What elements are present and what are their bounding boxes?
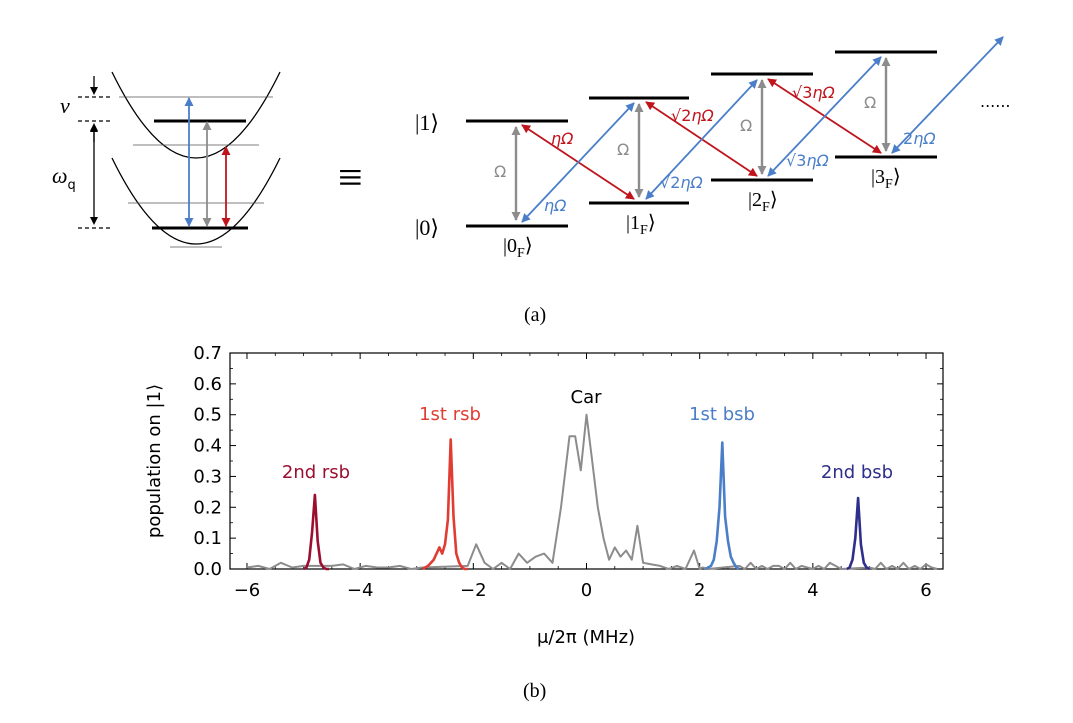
series-1st-rsb (421, 438, 468, 571)
carrier-label-0: Ω (494, 162, 506, 181)
red-eta-label-0: ηΩ (551, 129, 574, 148)
x-tick-label: −6 (234, 580, 261, 601)
omega-q-label: ωq (52, 163, 76, 193)
lower-potential-well (111, 157, 281, 245)
blue-eta-label-1: √2ηΩ (660, 173, 704, 192)
panel-a: ν ωq ≡ |1⟩ |0⟩ |0F⟩ |1F⟩ |2F⟩ |3F⟩ (52, 36, 1011, 326)
red-eta-labels: ηΩ √2ηΩ √3ηΩ (551, 83, 836, 148)
ellipsis: ...... (980, 92, 1011, 111)
x-tick-label: −4 (347, 580, 374, 601)
y-tick-label: 0.4 (193, 436, 222, 457)
series-1st-bsb (704, 441, 740, 571)
fock-label-1: |1F⟩ (626, 212, 656, 238)
y-tick-label: 0.0 (193, 559, 222, 580)
fock-labels: |0F⟩ |1F⟩ |2F⟩ |3F⟩ (503, 166, 901, 261)
peak-label-2nd-bsb: 2nd bsb (821, 462, 893, 483)
fock-label-3: |3F⟩ (871, 166, 901, 192)
equivalence-symbol: ≡ (338, 153, 363, 202)
carrier-label-1: Ω (617, 140, 629, 159)
series (246, 413, 938, 571)
potential-wells (111, 71, 281, 248)
blue-arrow-1 (645, 79, 758, 200)
panel-b-plot: −6 −4 −2 0 2 4 6 0.0 0.1 0.2 0.3 0.4 0.5 0.6 0.7 2nd r… (144, 343, 944, 702)
blue-eta-labels: ηΩ √2ηΩ √3ηΩ 2ηΩ (544, 129, 936, 215)
y-tick-label: 0.7 (193, 343, 222, 364)
red-eta-label-1: √2ηΩ (671, 106, 715, 125)
blue-eta-label-3: 2ηΩ (903, 129, 936, 148)
plot-frame (229, 352, 944, 570)
series-2nd-rsb (302, 493, 329, 571)
x-tick-label: 6 (920, 580, 931, 601)
carrier-label-2: Ω (740, 116, 752, 135)
x-tick-label: 2 (694, 580, 705, 601)
blue-arrow-0 (521, 102, 635, 223)
blue-eta-label-0: ηΩ (544, 196, 567, 215)
peak-label-1st-bsb: 1st bsb (689, 404, 755, 425)
ket-0-label: |0⟩ (415, 215, 439, 240)
peak-label-car: Car (571, 387, 603, 408)
x-axis-label: μ/2π (MHz) (537, 627, 635, 648)
blue-arrow-3 (891, 36, 1004, 154)
carrier-label-3: Ω (864, 93, 876, 112)
peak-label-1st-rsb: 1st rsb (419, 404, 481, 425)
series-car (246, 413, 938, 570)
peak-label-2nd-rsb: 2nd rsb (282, 462, 350, 483)
x-tick-label: 4 (807, 580, 818, 601)
fock-label-0: |0F⟩ (503, 235, 533, 261)
y-tick-label: 0.2 (193, 497, 222, 518)
blue-eta-label-2: √3ηΩ (786, 151, 830, 170)
y-tick-label: 0.6 (193, 374, 222, 395)
axes: −6 −4 −2 0 2 4 6 0.0 0.1 0.2 0.3 0.4 0.5 0.6 0.7 (193, 343, 943, 601)
fock-label-2: |2F⟩ (748, 189, 778, 215)
x-tick-label: −2 (460, 580, 487, 601)
peak-labels: 2nd rsb 1st rsb Car 1st bsb 2nd bsb (282, 387, 893, 483)
nu-label: ν (60, 93, 70, 118)
caption-a: (a) (524, 304, 546, 326)
upper-potential-well (111, 71, 281, 159)
dashed-reference-ticks (78, 96, 110, 229)
blue-arrow-2 (767, 56, 882, 177)
caption-b: (b) (523, 680, 546, 702)
blue-sideband-arrows (521, 36, 1004, 223)
y-axis-label: population on |1⟩ (144, 384, 165, 538)
y-tick-label: 0.3 (193, 466, 222, 487)
y-tick-label: 0.1 (193, 528, 222, 549)
series-2nd-bsb (846, 496, 871, 571)
y-tick-label: 0.5 (193, 405, 222, 426)
carrier-arrows (511, 57, 891, 221)
x-tick-label: 0 (581, 580, 592, 601)
ket-1-label: |1⟩ (415, 110, 439, 135)
red-eta-label-2: √3ηΩ (792, 83, 836, 102)
